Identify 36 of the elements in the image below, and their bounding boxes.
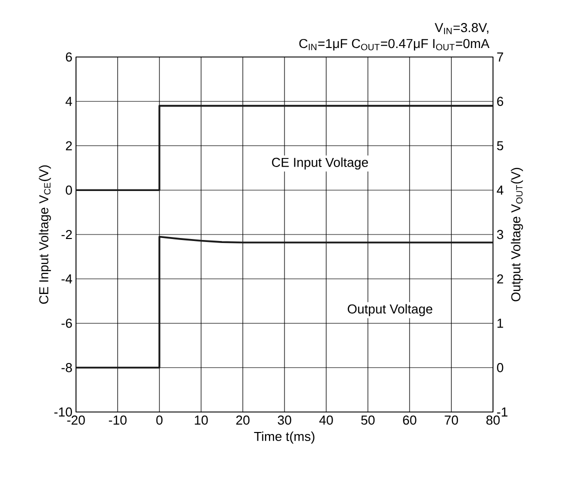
chart-subtitle: C$_{IN}$=1μF C$_{OUT}$=0.47μF I$_{OUT}$=0mA [299, 38, 490, 50]
x-axis-title: Time t(ms) [254, 432, 314, 444]
x-tick-label: 80 [486, 416, 500, 425]
y2-axis-title: Output Voltage V$_{OUT}$(V) [510, 168, 523, 302]
x-tick-label: 20 [236, 416, 250, 425]
x-tick-label: 50 [361, 416, 375, 425]
y2-tick-label: 1 [498, 318, 504, 328]
x-tick-label: 70 [444, 416, 458, 425]
y2-tick-label: 5 [497, 141, 504, 150]
x-tick-label: 10 [194, 416, 208, 425]
y-tick-label: -2 [62, 230, 72, 240]
x-tick-label: 60 [403, 416, 416, 425]
annotation: CE Input Voltage [272, 157, 368, 170]
y-tick-label: 4 [66, 96, 72, 106]
y2-tick-label: 4 [496, 186, 504, 195]
y2-tick-label: 7 [497, 52, 504, 62]
y2-tick-label: 0 [497, 363, 504, 372]
x-tick-label: 0 [156, 416, 163, 425]
y-tick-label: -8 [62, 363, 72, 372]
y-tick-label: -4 [62, 274, 72, 284]
y-axis-title: CE Input Voltage V$_{CE}$(V) [38, 165, 51, 304]
y-tick-label: 0 [66, 186, 72, 195]
y-tick-label: 2 [66, 141, 72, 150]
chart-title: V$_{IN}$=3.8V, [434, 23, 488, 34]
x-tick-label: -20 [67, 416, 85, 425]
y-tick-label: -10 [54, 407, 72, 417]
y2-tick-label: 6 [497, 96, 504, 106]
x-tick-label: 40 [319, 416, 333, 425]
annotation: Output Voltage [348, 304, 432, 316]
y-tick-label: -6 [62, 318, 72, 328]
y2-tick-label: -1 [497, 408, 508, 416]
y2-tick-label: 2 [497, 274, 504, 284]
x-tick-label: 30 [278, 416, 292, 425]
y-tick-label: 6 [66, 52, 72, 62]
y2-tick-label: 3 [497, 230, 504, 240]
x-tick-label: -10 [108, 416, 127, 425]
